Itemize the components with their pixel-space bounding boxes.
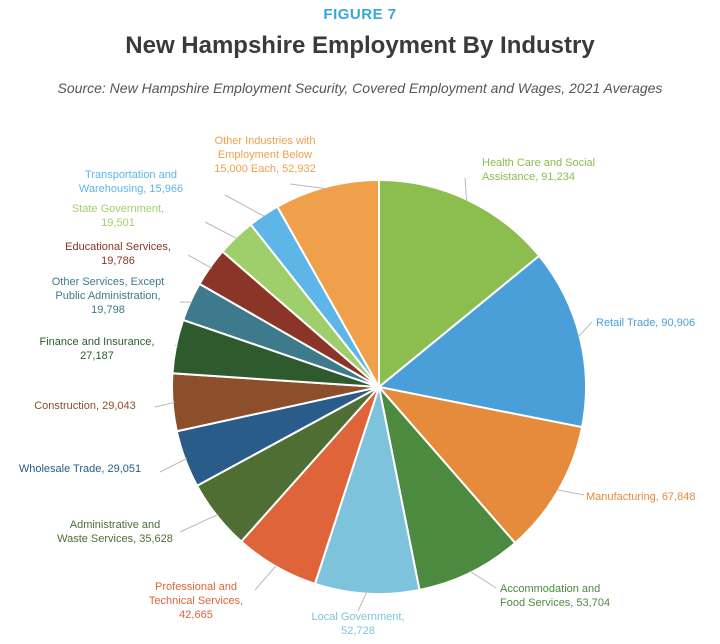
slice-label-line: 15,000 Each, 52,932 (214, 163, 316, 175)
slice-label-line: Administrative and (70, 519, 161, 531)
leader-line (224, 194, 266, 218)
slice-label-line: 19,798 (91, 304, 125, 316)
slice-label: Administrative and Waste Services, 35,628 (57, 519, 173, 545)
slice-label: Other Services, Except Public Administrat… (52, 276, 165, 316)
figure-label: FIGURE 7 (323, 6, 397, 23)
slice-label: Other Industries with Employment Below 15,… (214, 135, 316, 175)
slice-label-line: Local Government, (312, 611, 405, 623)
slice-label-line: Assistance, 91,234 (482, 171, 575, 183)
slice-label-line: Construction, 29,043 (34, 400, 136, 412)
leader-line (159, 458, 188, 473)
pie-slice (378, 178, 541, 390)
slice-label-line: Other Industries with (215, 135, 316, 147)
leader-line (154, 401, 175, 408)
pie-slice (376, 385, 584, 545)
slice-label-line: Warehousing, 15,966 (79, 183, 183, 195)
leader-line (464, 177, 468, 202)
slice-label-line: 42,665 (179, 609, 213, 621)
slice-label: Construction, 29,043 (34, 400, 136, 412)
chart-subtitle: Source: New Hampshire Employment Securit… (57, 80, 663, 96)
slice-label: Educational Services, 19,786 (65, 241, 171, 267)
slice-label-line: Waste Services, 35,628 (57, 533, 173, 545)
slice-label: Manufacturing, 67,848 (586, 491, 695, 503)
slice-label-line: Professional and (155, 581, 237, 593)
slice-labels: Health Care and Social Assistance, 91,234… (19, 135, 696, 637)
slice-label-line: Accommodation and (500, 583, 600, 595)
slice-label: Accommodation and Food Services, 53,704 (500, 583, 610, 609)
slice-label-line: Technical Services, (149, 595, 243, 607)
slice-label: Professional and Technical Services, 42,66… (149, 581, 243, 621)
slice-label: Transportation and Warehousing, 15,966 (79, 169, 183, 195)
slice-label-line: Wholesale Trade, 29,051 (19, 463, 141, 475)
slice-label: Local Government, 52,728 (312, 611, 405, 637)
slice-label-line: Employment Below (218, 149, 312, 161)
slice-label-line: State Government, (72, 203, 164, 215)
leader-line (204, 221, 238, 240)
pie-slice (313, 383, 421, 595)
slice-label-line: 19,786 (101, 255, 135, 267)
leader-line (577, 321, 593, 338)
leader-line (179, 513, 219, 533)
slice-label: Finance and Insurance, 27,187 (40, 336, 155, 362)
leader-line (174, 344, 179, 348)
chart-title: New Hampshire Employment By Industry (125, 32, 595, 59)
slice-label-line: 19,501 (101, 217, 135, 229)
leader-line (556, 489, 585, 496)
slice-label-line: Health Care and Social (482, 157, 595, 169)
slice-label-line: Educational Services, (65, 241, 171, 253)
slice-label-line: 52,728 (341, 625, 375, 637)
leader-line (357, 591, 368, 612)
slice-label: Wholesale Trade, 29,051 (19, 463, 141, 475)
leader-line (254, 564, 278, 591)
slice-label-line: Transportation and (85, 169, 177, 181)
pie-slices (171, 178, 587, 595)
slice-label-line: Finance and Insurance, (40, 336, 155, 348)
slice-label-line: Retail Trade, 90,906 (596, 317, 695, 329)
slice-label-line: 27,187 (80, 350, 114, 362)
leader-line (469, 570, 497, 589)
pie-slice (376, 254, 587, 429)
slice-label-line: Other Services, Except (52, 276, 165, 288)
leader-line (187, 254, 213, 269)
slice-label: State Government, 19,501 (72, 203, 164, 229)
slice-label-line: Food Services, 53,704 (500, 597, 610, 609)
slice-label: Health Care and Social Assistance, 91,234 (482, 157, 595, 183)
slice-label-line: Manufacturing, 67,848 (586, 491, 695, 503)
leader-lines (154, 177, 593, 612)
leader-line (289, 183, 328, 190)
pie-slice (377, 383, 517, 592)
pie-slice (275, 178, 380, 391)
slice-label-line: Public Administration, (55, 290, 160, 302)
slice-label: Retail Trade, 90,906 (596, 317, 695, 329)
